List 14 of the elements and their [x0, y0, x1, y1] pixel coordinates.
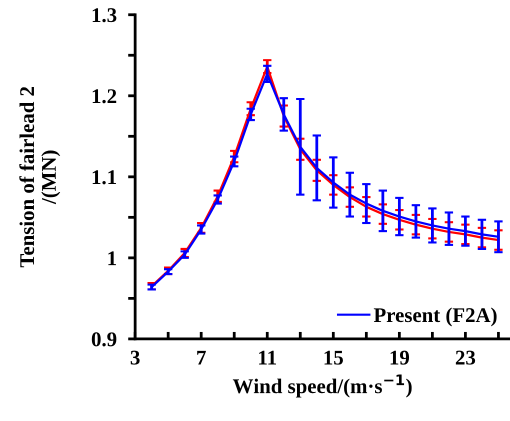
y-tick-label: 0.9 [92, 332, 116, 346]
y-tick-label: 1.1 [92, 170, 116, 184]
x-tick-label: 11 [259, 350, 276, 364]
y-tick-label: 1 [108, 251, 116, 266]
x-tick-label: 7 [197, 350, 206, 364]
y-axis-title: Tension of fairlead 2 /(MN) [19, 86, 60, 268]
x-axis-title: Wind speed/(m·s$^{−1}$) [232, 374, 412, 398]
x-tick-label: 19 [390, 350, 410, 365]
legend-label: Present (F2A) [374, 308, 497, 326]
x-tick-label: 23 [456, 350, 476, 365]
y-tick-label: 1.2 [92, 89, 116, 104]
x-tick-label: 3 [130, 350, 140, 365]
x-tick-label: 15 [324, 350, 343, 365]
y-tick-label: 1.3 [92, 8, 116, 22]
